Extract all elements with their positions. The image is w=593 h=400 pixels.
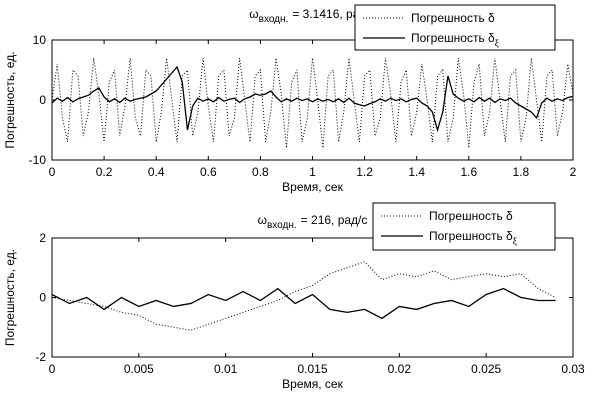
legend-name: Погрешность δ xyxy=(411,31,495,45)
x-tick-label: 0.03 xyxy=(561,362,585,376)
data-line xyxy=(51,287,556,320)
x-tick-label: 0.02 xyxy=(388,362,412,376)
data-line xyxy=(51,65,574,133)
title-text: = 216, рад/с xyxy=(301,213,368,227)
legend-subscript: ξ xyxy=(495,38,499,48)
x-tick-label: 1.6 xyxy=(460,165,477,179)
chart-title: ωвходн. = 216, рад/с xyxy=(258,213,368,231)
y-axis-label: Погрешность, ед. xyxy=(3,51,17,148)
x-tick-label: 1.8 xyxy=(513,165,530,179)
x-tick-label: 1 xyxy=(309,165,316,179)
legend-box xyxy=(372,202,556,251)
x-tick-label: 0 xyxy=(49,362,56,376)
legend-name: Погрешность δ xyxy=(411,11,495,25)
x-tick-label: 1.2 xyxy=(356,165,373,179)
y-tick-label: -10 xyxy=(29,153,47,167)
x-tick-label: 0.005 xyxy=(124,362,154,376)
x-tick-label: 0.4 xyxy=(148,165,165,179)
x-tick-label: 0.01 xyxy=(214,362,238,376)
x-axis-label: Время, сек xyxy=(282,180,343,194)
legend-label: Погрешность δ xyxy=(411,11,495,25)
x-tick-label: 0.8 xyxy=(252,165,269,179)
title-subscript: входн. xyxy=(259,14,289,25)
y-tick-label: -2 xyxy=(35,350,46,364)
y-tick-label: 0 xyxy=(39,291,46,305)
axes-box xyxy=(51,39,574,161)
x-tick-label: 0 xyxy=(49,165,56,179)
x-axis-label: Время, сек xyxy=(282,377,343,391)
legend-label: Погрешность δξ xyxy=(411,31,499,48)
x-tick-label: 0.2 xyxy=(96,165,113,179)
plot-area xyxy=(52,238,573,357)
axes-box xyxy=(51,237,574,358)
data-line xyxy=(51,261,556,331)
y-tick-label: 0 xyxy=(39,93,46,107)
x-tick-label: 0.6 xyxy=(200,165,217,179)
legend-name: Погрешность δ xyxy=(429,229,513,243)
title-symbol: ω xyxy=(258,213,267,227)
legend-label: Погрешность δξ xyxy=(429,229,517,246)
legend-name: Погрешность δ xyxy=(429,209,513,223)
y-tick-label: 10 xyxy=(33,33,47,47)
x-tick-label: 1.4 xyxy=(408,165,425,179)
x-tick-label: 2 xyxy=(570,165,577,179)
y-tick-label: 2 xyxy=(39,231,46,245)
title-subscript: входн. xyxy=(267,220,297,231)
x-tick-label: 0.015 xyxy=(297,362,327,376)
y-axis-label: Погрешность, ед. xyxy=(3,249,17,346)
x-tick-label: 0.025 xyxy=(471,362,501,376)
legend-box xyxy=(354,4,556,51)
legend-subscript: ξ xyxy=(513,236,517,246)
title-symbol: ω xyxy=(249,7,258,21)
legend-label: Погрешность δ xyxy=(429,209,513,223)
